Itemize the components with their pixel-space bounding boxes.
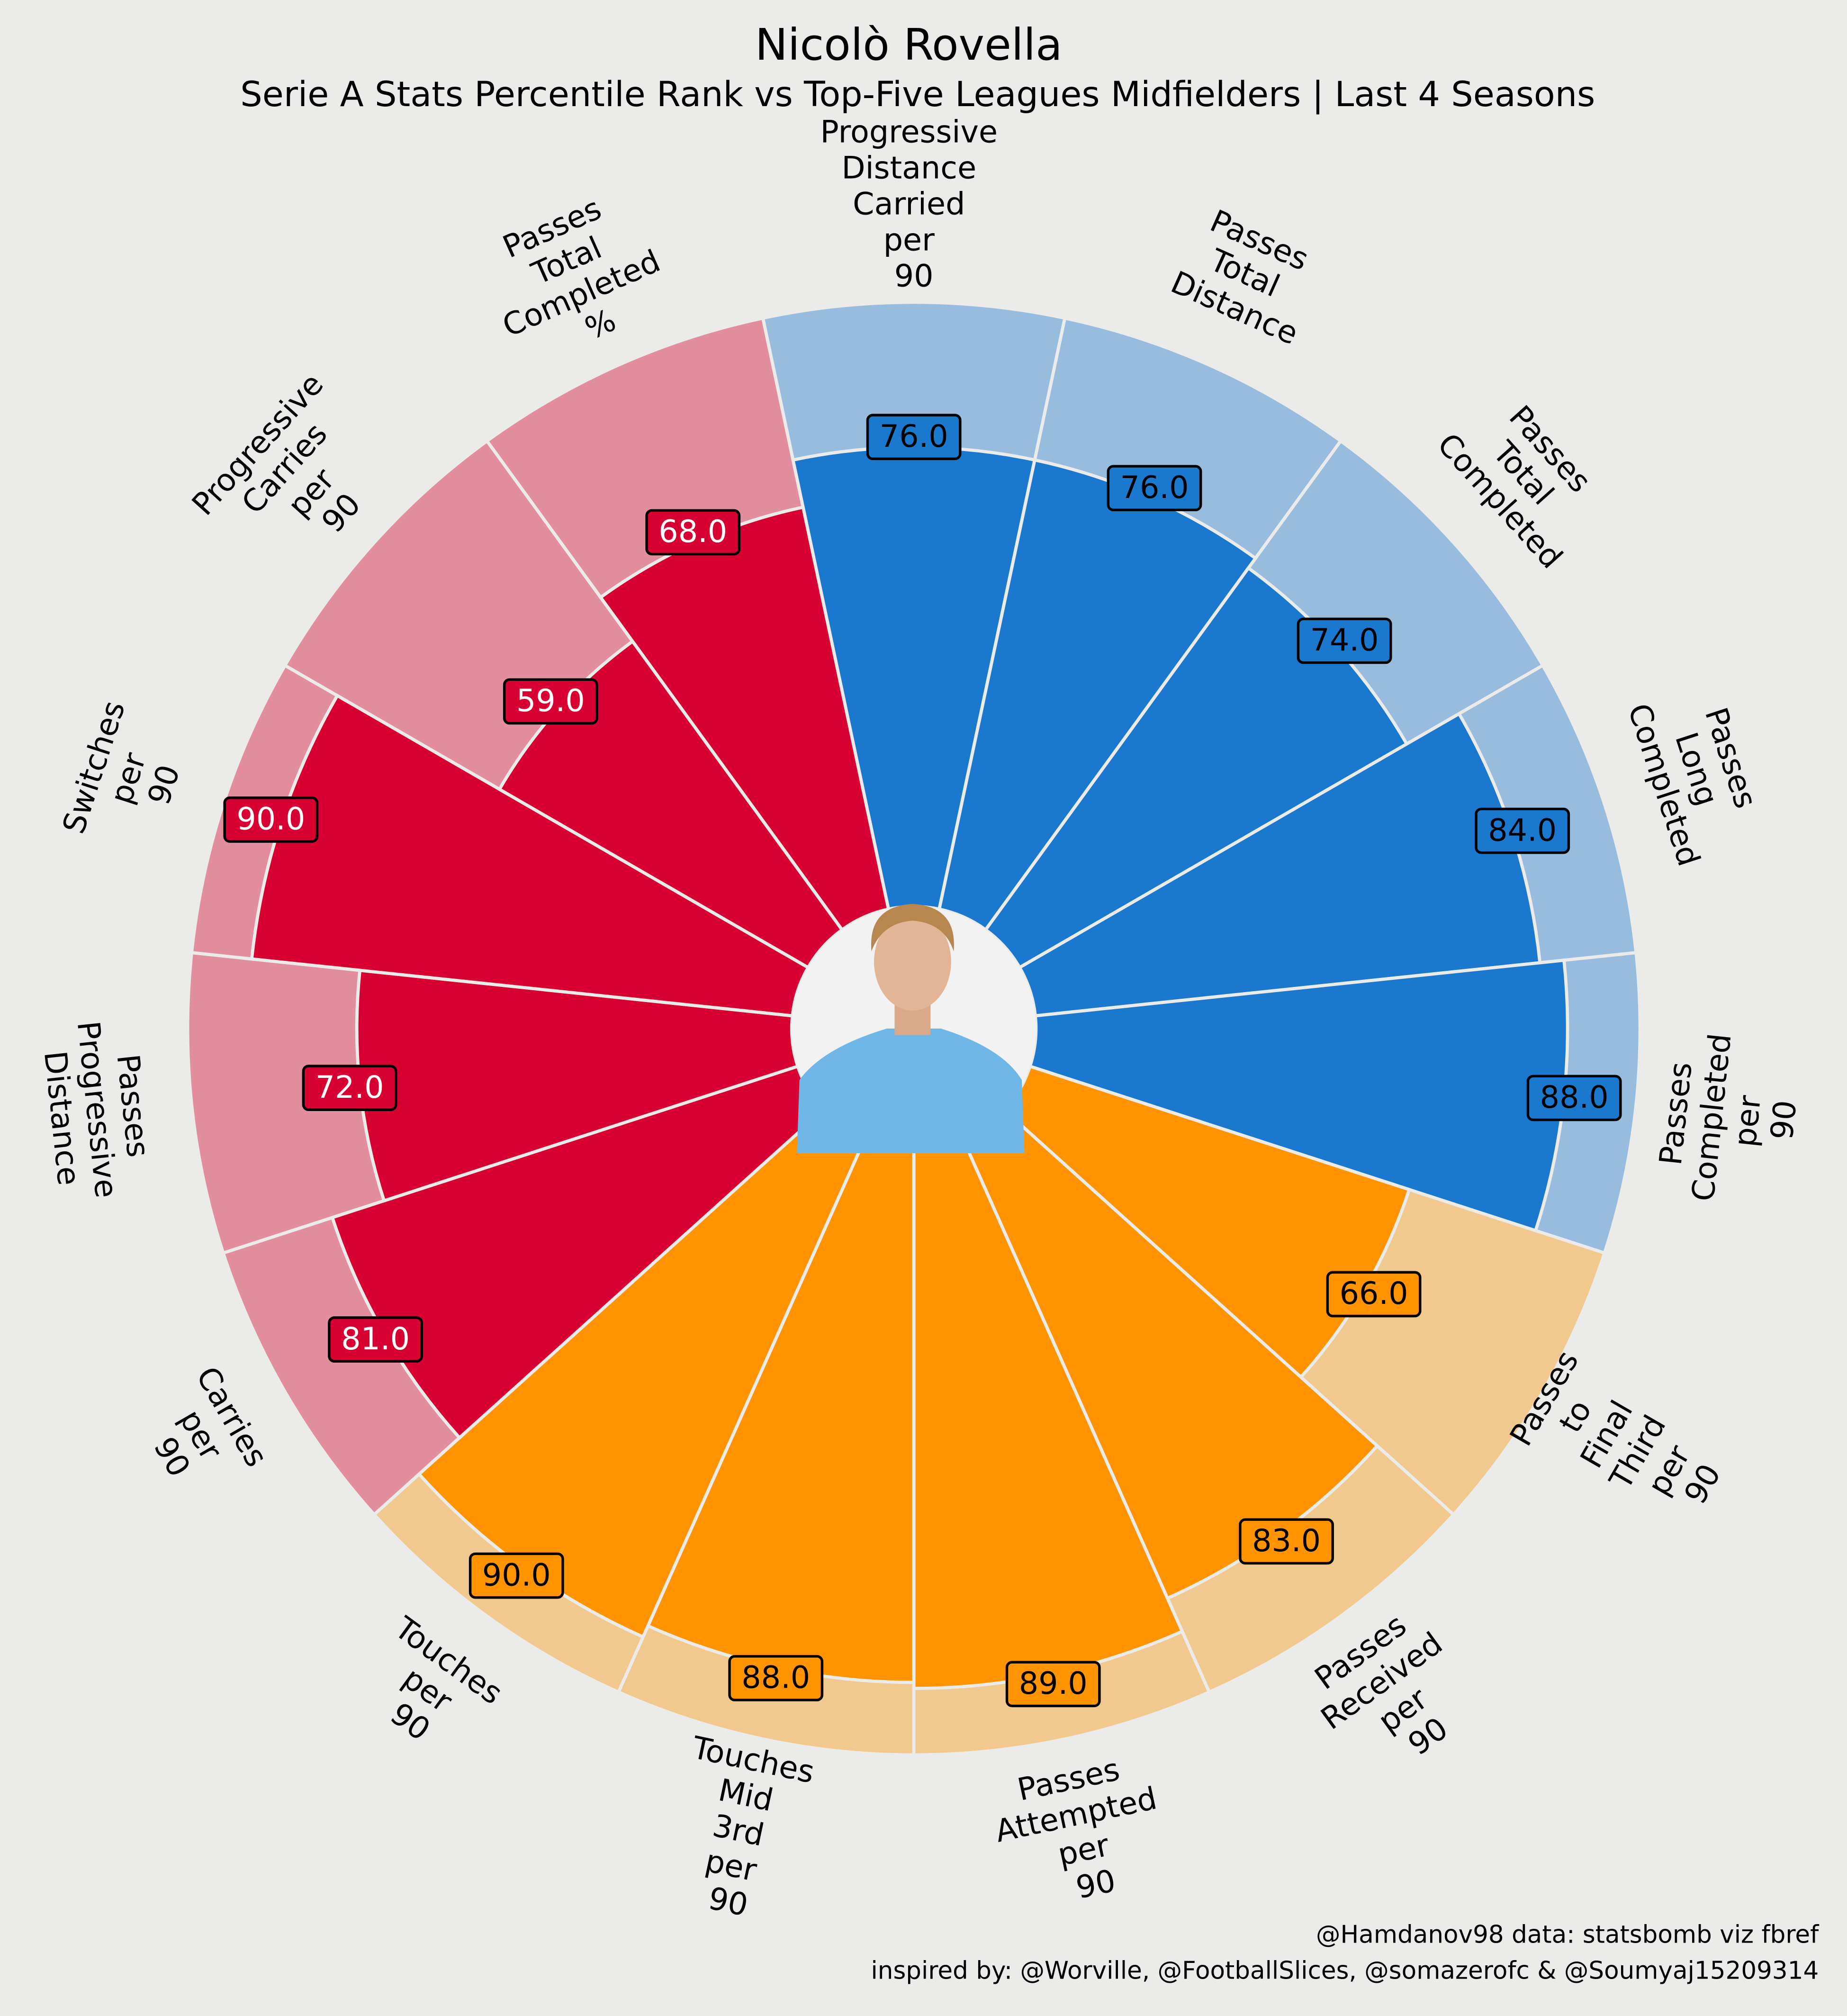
value-label: 66.0 bbox=[1340, 1276, 1408, 1311]
value-label: 90.0 bbox=[236, 802, 305, 837]
value-label-box bbox=[1526, 1075, 1622, 1121]
value-label: 72.0 bbox=[315, 1070, 384, 1105]
photo-shirt bbox=[797, 1028, 1025, 1154]
value-label-box bbox=[728, 1655, 824, 1701]
credit-line: inspired by: @Worville, @FootballSlices,… bbox=[871, 1956, 1819, 1985]
value-label: 74.0 bbox=[1310, 623, 1379, 658]
value-label: 59.0 bbox=[516, 683, 585, 719]
value-label-box bbox=[1475, 807, 1570, 854]
value-label: 84.0 bbox=[1488, 813, 1557, 848]
credit-line: @Hamdanov98 data: statsbomb viz fbref bbox=[1316, 1920, 1820, 1949]
value-label: 89.0 bbox=[1019, 1666, 1088, 1701]
value-label: 90.0 bbox=[482, 1557, 551, 1593]
value-label: 88.0 bbox=[1540, 1080, 1609, 1115]
category-label: Progressive Distance Carried per 90 bbox=[820, 115, 1008, 294]
chart-title: Nicolò Rovella bbox=[755, 19, 1063, 70]
value-label: 83.0 bbox=[1252, 1523, 1321, 1559]
value-label: 81.0 bbox=[341, 1321, 410, 1357]
slices: Progressive Distance Carried per 9076.0P… bbox=[37, 115, 1804, 1924]
value-label-box bbox=[503, 678, 598, 725]
value-label: 76.0 bbox=[880, 419, 948, 454]
value-label-box bbox=[328, 1316, 423, 1363]
value-label-box bbox=[469, 1552, 564, 1599]
value-label: 68.0 bbox=[658, 514, 727, 550]
value-label-box bbox=[1326, 1271, 1422, 1318]
value-label: 88.0 bbox=[741, 1660, 810, 1696]
value-label-box bbox=[1239, 1518, 1334, 1565]
value-label-box bbox=[1107, 465, 1202, 512]
value-label-box bbox=[1005, 1661, 1101, 1708]
value-label-box bbox=[645, 509, 741, 556]
value-label: 76.0 bbox=[1120, 470, 1189, 506]
photo-head bbox=[874, 913, 951, 1011]
player-photo bbox=[792, 904, 1036, 1154]
value-label-box bbox=[866, 414, 962, 461]
value-label-box bbox=[302, 1065, 397, 1111]
value-label-box bbox=[1297, 617, 1392, 664]
photo-hair bbox=[871, 904, 954, 952]
chart-subtitle: Serie A Stats Percentile Rank vs Top-Fiv… bbox=[240, 74, 1595, 115]
value-label-box bbox=[223, 796, 319, 843]
